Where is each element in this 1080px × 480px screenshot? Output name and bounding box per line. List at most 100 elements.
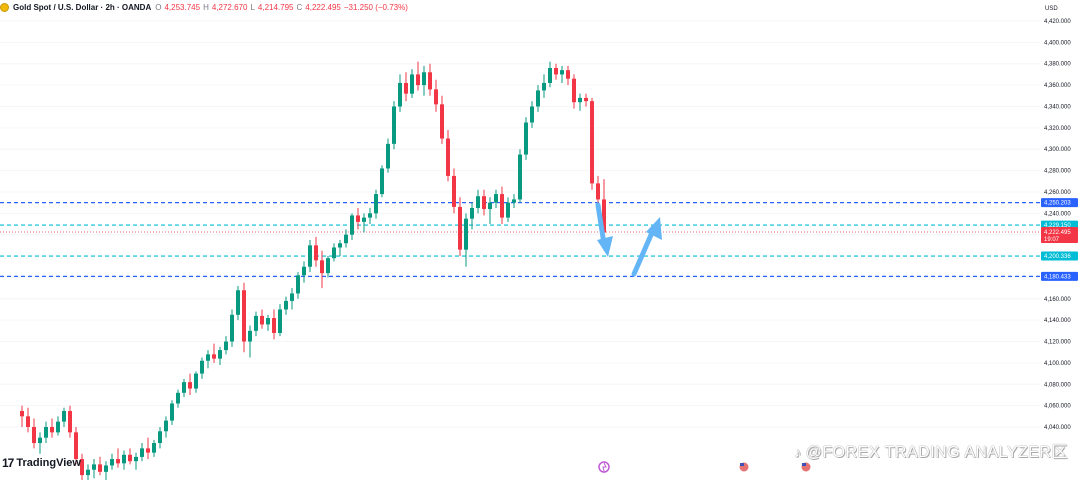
candle-body xyxy=(566,70,570,79)
candle xyxy=(464,213,468,267)
candle xyxy=(212,343,216,363)
candle xyxy=(182,378,186,398)
tradingview-logo[interactable]: 17 TradingView xyxy=(2,456,81,470)
y-tick-label: 4,060.000 xyxy=(1044,404,1071,410)
candle-body xyxy=(578,97,582,103)
candle-body xyxy=(158,431,162,444)
candle-body xyxy=(170,403,174,421)
candle-body xyxy=(350,215,354,235)
candle xyxy=(530,101,534,128)
candle xyxy=(194,371,198,393)
candle xyxy=(260,309,264,329)
candle xyxy=(554,63,558,80)
candle-body xyxy=(464,218,468,250)
candle-body xyxy=(554,68,558,75)
candle xyxy=(410,69,414,98)
current-price-label: 4,222.495 xyxy=(1044,230,1071,236)
candle xyxy=(116,448,120,468)
candle-body xyxy=(182,382,186,393)
candle-body xyxy=(452,175,456,207)
candle xyxy=(188,373,192,395)
candle xyxy=(272,309,276,340)
up-arrow-head xyxy=(646,217,662,240)
candle xyxy=(518,149,522,203)
candle xyxy=(200,357,204,379)
candle xyxy=(362,213,366,233)
candle-body xyxy=(224,341,228,351)
candle-body xyxy=(254,315,258,331)
candle-body xyxy=(176,392,180,404)
candle-body xyxy=(470,207,474,219)
high-label: H xyxy=(203,2,209,12)
y-tick-label: 4,340.000 xyxy=(1044,104,1071,110)
candle-body xyxy=(110,459,114,466)
candle-body xyxy=(98,464,102,472)
tradingview-logo-text: TradingView xyxy=(16,457,81,469)
candle xyxy=(560,65,564,83)
candle-body xyxy=(488,202,492,210)
y-tick-label: 4,420.000 xyxy=(1044,19,1071,25)
candle xyxy=(416,61,420,91)
candle xyxy=(308,240,312,273)
axis-unit-label: USD xyxy=(1045,6,1058,12)
candle-body xyxy=(296,275,300,294)
candle-body xyxy=(392,106,396,144)
candle xyxy=(458,197,462,257)
down-arrow-head xyxy=(597,236,613,257)
y-tick-label: 4,380.000 xyxy=(1044,62,1071,68)
symbol-title[interactable]: Gold Spot / U.S. Dollar · 2h · OANDA xyxy=(13,2,152,12)
price-labels-layer: 4,250.203 4,229.150 4,200.336 4,180.433 4,22… xyxy=(1041,198,1078,281)
candle-body xyxy=(536,90,540,107)
candle xyxy=(506,197,510,222)
candle-body xyxy=(122,454,126,464)
candle-body xyxy=(374,194,378,214)
grid-layer xyxy=(0,20,1040,428)
y-tick-label: 4,040.000 xyxy=(1044,425,1071,431)
candle-body xyxy=(428,72,432,90)
candle-body xyxy=(602,199,606,233)
candle xyxy=(74,427,78,465)
candle-body xyxy=(68,410,72,433)
candle-body xyxy=(38,437,42,444)
candle xyxy=(404,72,408,102)
candle xyxy=(224,336,228,355)
level-price-label: 4,250.203 xyxy=(1044,201,1071,207)
candle xyxy=(380,165,384,198)
candle-body xyxy=(560,70,564,75)
candle-body xyxy=(398,82,402,107)
candle-body xyxy=(332,247,336,259)
candle xyxy=(326,256,330,278)
candle xyxy=(434,79,438,112)
candle xyxy=(494,189,498,208)
open-value: 4,253.745 xyxy=(164,2,201,12)
candle-body xyxy=(26,416,30,427)
level-price-label: 4,180.433 xyxy=(1044,274,1071,280)
candle xyxy=(356,207,360,230)
candle xyxy=(590,97,594,190)
y-tick-label: 4,320.000 xyxy=(1044,126,1071,132)
candle-body xyxy=(278,309,282,333)
candle-body xyxy=(44,427,48,438)
candle-body xyxy=(134,456,138,462)
low-value: 4,214.795 xyxy=(257,2,294,12)
price-axis[interactable]: USD 4,420.000 4,400.000 4,380.000 4,360.000… xyxy=(1044,6,1071,431)
candle-body xyxy=(380,168,384,195)
candle xyxy=(302,261,306,283)
arrows-layer xyxy=(595,202,662,277)
candle xyxy=(428,63,432,96)
candle xyxy=(248,325,252,358)
bar-countdown-label: 19:07 xyxy=(1044,237,1060,243)
y-tick-label: 4,300.000 xyxy=(1044,147,1071,153)
candle-body xyxy=(152,443,156,453)
candle-body xyxy=(74,432,78,460)
candle-body xyxy=(434,89,438,105)
candle-body xyxy=(92,464,96,470)
candle xyxy=(392,101,396,150)
candle-body xyxy=(440,104,444,139)
gold-coin-icon xyxy=(0,2,9,12)
candle xyxy=(488,197,492,224)
candle-body xyxy=(260,315,264,325)
candle xyxy=(296,272,300,299)
candle xyxy=(572,74,576,109)
